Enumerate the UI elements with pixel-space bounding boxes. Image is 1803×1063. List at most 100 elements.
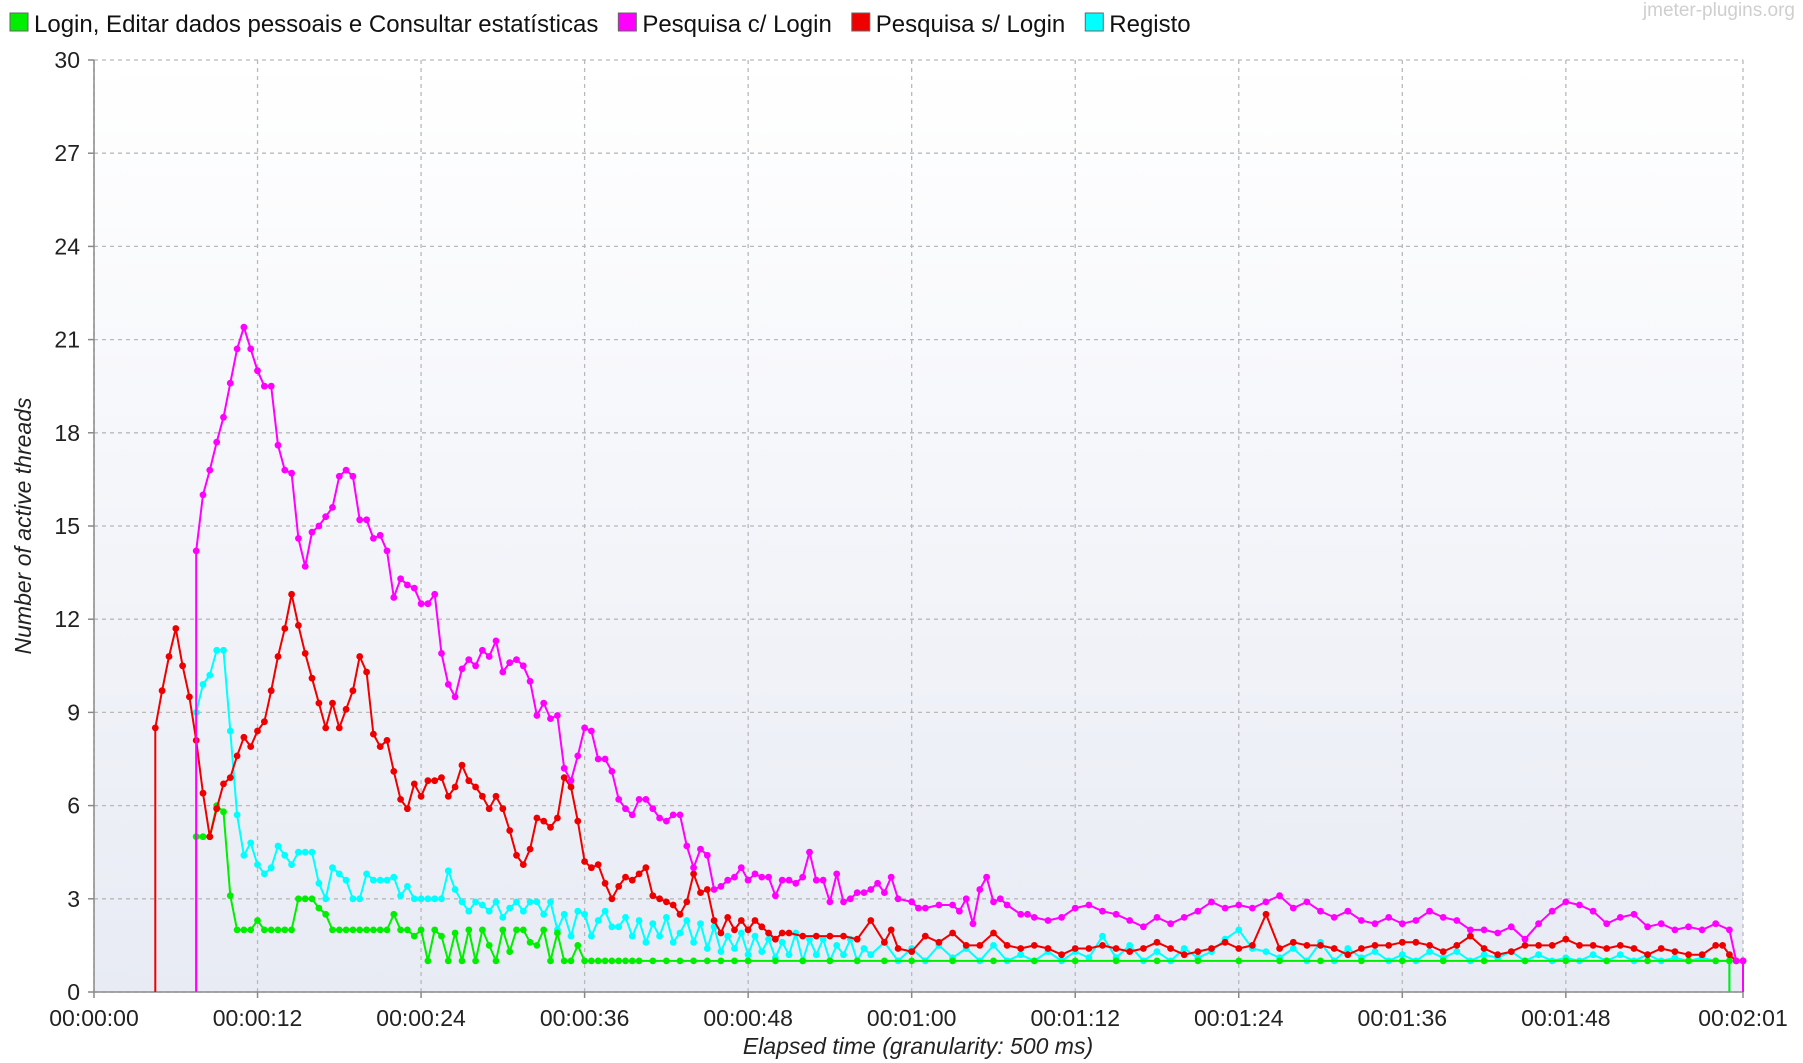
data-point bbox=[567, 777, 575, 785]
data-point bbox=[601, 755, 609, 763]
data-point bbox=[669, 811, 677, 819]
legend-label: Login, Editar dados pessoais e Consultar… bbox=[34, 11, 598, 38]
data-point bbox=[376, 876, 384, 884]
data-point bbox=[410, 780, 418, 788]
data-point bbox=[649, 957, 657, 965]
data-point bbox=[560, 910, 568, 918]
data-point bbox=[288, 469, 295, 477]
data-point bbox=[1235, 926, 1243, 934]
data-point bbox=[1208, 945, 1215, 952]
data-point bbox=[867, 886, 875, 893]
data-point bbox=[772, 892, 779, 900]
data-point bbox=[1698, 951, 1706, 959]
x-tick-label: 00:01:48 bbox=[1521, 1005, 1611, 1031]
data-point bbox=[472, 662, 479, 670]
data-point bbox=[663, 957, 670, 965]
data-point bbox=[315, 904, 323, 912]
data-point bbox=[267, 926, 275, 934]
data-point bbox=[1657, 920, 1665, 928]
data-point bbox=[1085, 945, 1093, 952]
data-point bbox=[1358, 945, 1365, 952]
data-point bbox=[526, 677, 534, 685]
data-point bbox=[376, 743, 384, 750]
data-point bbox=[1439, 957, 1447, 965]
data-point bbox=[417, 926, 425, 934]
data-point bbox=[635, 796, 643, 803]
data-point bbox=[192, 547, 200, 555]
data-point bbox=[220, 646, 227, 654]
data-point bbox=[274, 926, 282, 934]
data-point bbox=[261, 382, 268, 390]
x-tick-label: 00:01:12 bbox=[1030, 1005, 1120, 1031]
data-point bbox=[383, 737, 391, 744]
data-point bbox=[1467, 932, 1474, 940]
data-point bbox=[404, 805, 411, 813]
data-point bbox=[438, 895, 445, 903]
data-point bbox=[921, 932, 929, 940]
data-point bbox=[1262, 948, 1270, 955]
data-point bbox=[812, 951, 820, 959]
data-point bbox=[1003, 901, 1011, 909]
data-point bbox=[690, 864, 697, 872]
data-point bbox=[1698, 926, 1706, 934]
data-point bbox=[1058, 951, 1065, 959]
data-point bbox=[615, 883, 623, 890]
data-point bbox=[628, 811, 636, 819]
data-point bbox=[1412, 938, 1420, 946]
data-point bbox=[1480, 926, 1488, 934]
data-point bbox=[254, 861, 261, 868]
data-point bbox=[226, 727, 234, 735]
data-point bbox=[274, 653, 282, 660]
data-point bbox=[1426, 907, 1433, 915]
data-point bbox=[969, 920, 977, 928]
data-point bbox=[615, 923, 623, 931]
data-point bbox=[717, 948, 725, 955]
data-point bbox=[267, 687, 275, 695]
legend-swatch bbox=[9, 12, 29, 32]
data-point bbox=[635, 870, 643, 878]
data-point bbox=[1671, 926, 1679, 934]
data-point bbox=[594, 917, 602, 924]
data-point bbox=[990, 957, 997, 965]
data-point bbox=[1112, 945, 1120, 952]
data-point bbox=[1548, 907, 1556, 915]
data-point bbox=[301, 563, 309, 570]
data-point bbox=[1732, 957, 1740, 965]
data-point bbox=[404, 883, 411, 890]
data-point bbox=[281, 851, 289, 859]
data-point bbox=[949, 957, 956, 965]
data-point bbox=[417, 792, 425, 800]
data-point bbox=[1153, 938, 1161, 946]
data-point bbox=[1126, 942, 1134, 949]
data-point bbox=[628, 876, 636, 884]
data-point bbox=[322, 910, 330, 918]
data-point bbox=[1589, 907, 1597, 915]
data-point bbox=[342, 466, 350, 474]
data-point bbox=[1644, 957, 1651, 965]
data-point bbox=[1521, 942, 1529, 949]
x-tick-label: 00:02:01 bbox=[1698, 1005, 1788, 1031]
data-point bbox=[628, 932, 636, 940]
data-point bbox=[233, 345, 241, 353]
data-point bbox=[1262, 910, 1270, 918]
data-point bbox=[663, 914, 670, 921]
data-point bbox=[213, 646, 221, 654]
data-point bbox=[574, 817, 582, 825]
data-point bbox=[594, 755, 602, 763]
data-point bbox=[186, 693, 193, 701]
data-point bbox=[499, 926, 507, 934]
data-point bbox=[233, 811, 241, 819]
data-point bbox=[669, 901, 677, 909]
data-point bbox=[1099, 942, 1106, 949]
data-point bbox=[717, 883, 725, 890]
x-tick-label: 00:01:36 bbox=[1358, 1005, 1448, 1031]
data-point bbox=[1480, 957, 1488, 965]
data-point bbox=[1398, 938, 1406, 946]
data-point bbox=[840, 898, 847, 906]
data-point bbox=[799, 873, 807, 881]
data-point bbox=[1726, 926, 1733, 934]
data-point bbox=[519, 662, 527, 670]
data-point bbox=[1644, 923, 1651, 931]
data-point bbox=[226, 892, 234, 900]
data-point bbox=[335, 870, 343, 878]
